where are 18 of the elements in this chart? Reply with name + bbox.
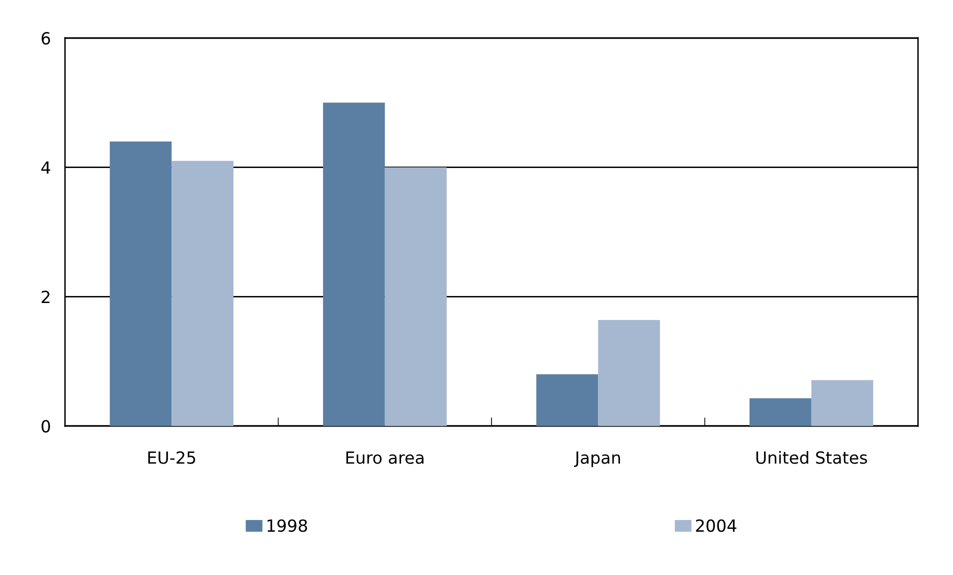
bar [323, 102, 385, 426]
y-tick-label: 6 [42, 32, 50, 45]
x-tick-label: EU-25 [148, 451, 196, 464]
y-tick-label: 4 [41, 162, 50, 174]
bar [750, 398, 812, 426]
bar [536, 374, 598, 426]
y-tick-label: 0 [42, 420, 50, 433]
legend-label: 1998 [268, 519, 308, 532]
bar [172, 160, 234, 426]
x-tick-label: Japan [574, 452, 620, 468]
y-tick-label: 2 [42, 290, 50, 303]
bar [598, 320, 660, 426]
bar [384, 167, 447, 426]
legend-label: 2004 [696, 519, 736, 532]
bar [811, 380, 874, 426]
x-tick-label: Euro area [346, 452, 424, 464]
x-tick-label: United States [756, 451, 867, 464]
bar [110, 141, 172, 426]
